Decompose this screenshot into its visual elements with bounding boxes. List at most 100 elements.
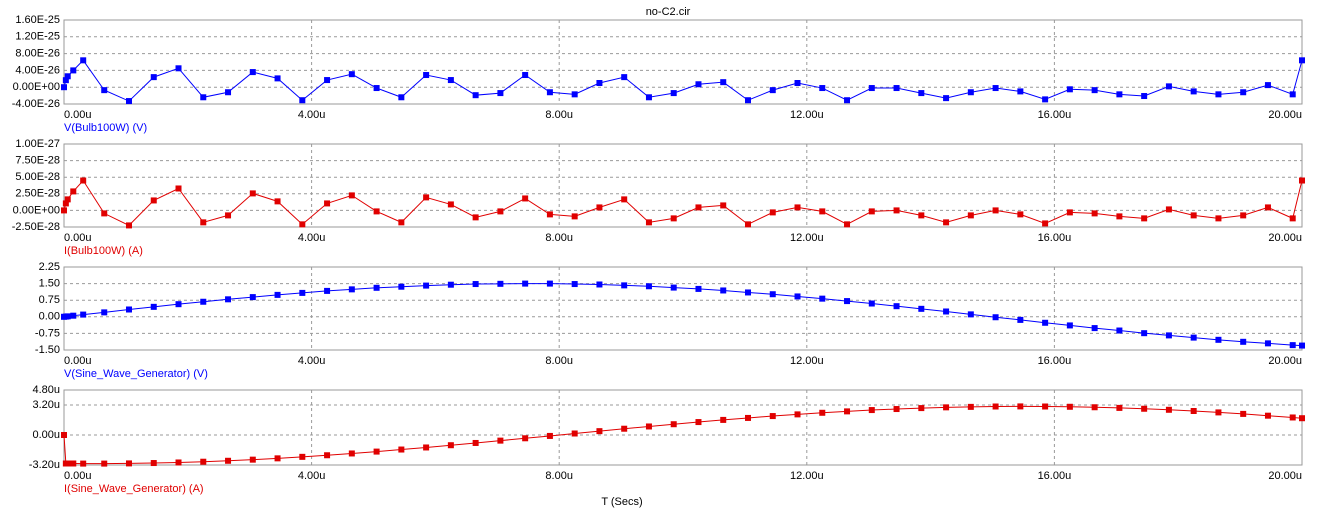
data-point bbox=[1091, 87, 1098, 94]
data-point bbox=[1141, 330, 1148, 337]
y-tick-label: -3.20u bbox=[29, 459, 60, 471]
data-point bbox=[398, 446, 405, 453]
data-point bbox=[1066, 322, 1073, 329]
data-point bbox=[472, 214, 479, 221]
y-tick-label: 2.50E-28 bbox=[15, 188, 60, 200]
data-point bbox=[645, 283, 652, 290]
data-point bbox=[571, 430, 578, 437]
data-point bbox=[522, 280, 529, 287]
data-point bbox=[1017, 316, 1024, 323]
y-tick-label: 0.75 bbox=[39, 294, 60, 306]
data-point bbox=[794, 411, 801, 418]
data-point bbox=[1165, 332, 1172, 339]
data-point bbox=[61, 432, 67, 438]
data-point bbox=[893, 303, 900, 310]
chart-title: no-C2.cir bbox=[646, 6, 691, 18]
data-point bbox=[1299, 57, 1305, 64]
data-point bbox=[1215, 215, 1222, 222]
x-tick-label: 16.00u bbox=[1038, 109, 1072, 121]
data-point bbox=[1116, 91, 1123, 98]
data-point bbox=[1289, 91, 1296, 98]
data-point bbox=[348, 450, 355, 457]
data-point bbox=[1091, 210, 1098, 217]
data-point bbox=[1116, 327, 1123, 334]
x-tick-label: 12.00u bbox=[790, 109, 824, 121]
data-point bbox=[125, 306, 132, 313]
x-tick-label: 12.00u bbox=[790, 355, 824, 367]
data-point bbox=[64, 73, 71, 80]
data-point bbox=[249, 190, 256, 197]
data-point bbox=[1190, 408, 1197, 414]
data-point bbox=[819, 295, 826, 302]
x-tick-label: 8.00u bbox=[545, 355, 573, 367]
data-point bbox=[299, 221, 306, 228]
data-point bbox=[61, 207, 67, 214]
data-point bbox=[1091, 404, 1098, 411]
data-point bbox=[1264, 204, 1271, 211]
data-point bbox=[918, 305, 925, 312]
data-point bbox=[596, 281, 603, 288]
data-point bbox=[64, 196, 71, 203]
data-point bbox=[943, 404, 950, 411]
data-point bbox=[1190, 212, 1197, 219]
y-tick-label: 1.00E-27 bbox=[15, 138, 60, 150]
data-point bbox=[200, 219, 207, 226]
data-point bbox=[819, 409, 826, 416]
data-point bbox=[225, 296, 232, 303]
data-point bbox=[150, 303, 157, 310]
data-point bbox=[670, 90, 677, 97]
data-point bbox=[1264, 82, 1271, 89]
data-point bbox=[967, 212, 974, 219]
data-point bbox=[1066, 86, 1073, 93]
data-point bbox=[70, 67, 77, 74]
data-point bbox=[324, 452, 331, 459]
data-point bbox=[398, 94, 405, 101]
x-tick-label: 4.00u bbox=[298, 470, 326, 482]
data-point bbox=[1240, 212, 1247, 219]
data-point bbox=[967, 403, 974, 410]
data-point bbox=[101, 210, 108, 217]
data-point bbox=[1116, 404, 1123, 411]
data-point bbox=[125, 460, 132, 467]
data-point bbox=[373, 448, 380, 455]
y-tick-label: 1.20E-25 bbox=[15, 31, 60, 43]
data-point bbox=[769, 87, 776, 94]
data-point bbox=[249, 69, 256, 76]
legend-label: V(Bulb100W) (V) bbox=[64, 122, 147, 134]
data-point bbox=[70, 188, 77, 195]
data-point bbox=[1289, 215, 1296, 222]
data-point bbox=[1017, 88, 1024, 95]
data-point bbox=[299, 97, 306, 104]
data-point bbox=[249, 294, 256, 301]
data-point bbox=[1215, 336, 1222, 343]
y-tick-label: 5.00E-28 bbox=[15, 171, 60, 183]
data-point bbox=[621, 74, 628, 81]
data-point bbox=[918, 212, 925, 219]
data-point bbox=[125, 98, 132, 105]
data-point bbox=[1215, 409, 1222, 416]
data-point bbox=[645, 219, 652, 226]
data-point bbox=[299, 453, 306, 460]
data-point bbox=[150, 460, 157, 467]
data-point bbox=[447, 281, 454, 288]
data-point bbox=[80, 460, 87, 467]
data-point bbox=[497, 90, 504, 97]
data-point bbox=[1017, 211, 1024, 218]
data-point bbox=[398, 219, 405, 226]
data-point bbox=[62, 200, 69, 207]
data-point bbox=[868, 407, 875, 414]
data-point bbox=[447, 442, 454, 449]
data-point bbox=[522, 72, 529, 79]
data-point bbox=[893, 207, 900, 214]
data-point bbox=[1190, 88, 1197, 95]
data-point bbox=[819, 208, 826, 215]
data-point bbox=[1141, 405, 1148, 412]
data-point bbox=[1165, 83, 1172, 90]
legend-label: V(Sine_Wave_Generator) (V) bbox=[64, 368, 208, 380]
data-point bbox=[992, 85, 999, 92]
data-point bbox=[497, 280, 504, 287]
data-point bbox=[1141, 93, 1148, 100]
plot-frame bbox=[63, 266, 1303, 351]
data-point bbox=[348, 286, 355, 293]
plot-frame bbox=[63, 19, 1303, 105]
